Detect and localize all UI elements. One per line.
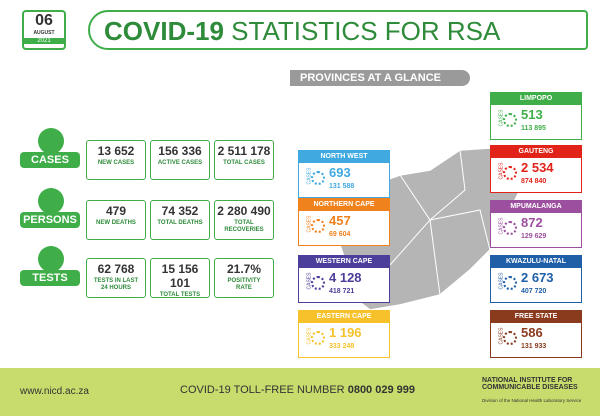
org-name: NATIONAL INSTITUTE FOR COMMUNICABLE DISE… [482,377,578,391]
province-icon [503,276,517,290]
province-total: 131 933 [521,343,547,350]
stat-value: 2 511 178 [217,144,271,158]
stat-label: TOTAL DEATHS [157,220,203,226]
province-name: FREE STATE [491,311,581,323]
stat-value: 15 156 101 [161,262,199,290]
footer: www.nicd.ac.za COVID-19 TOLL-FREE NUMBER… [0,368,600,416]
province-new: 513 [521,107,543,122]
province-total: 129 629 [521,233,547,240]
province-icon [311,331,325,345]
stat-box: 74 352 TOTAL DEATHS [150,200,210,240]
province-icon [311,219,325,233]
title-main: COVID-19 [104,16,224,46]
stat-value: 156 336 [158,144,202,158]
province-total: 874 840 [521,178,547,185]
province-total: 333 248 [329,343,355,350]
stat-value: 21.7% [226,262,262,276]
stat-label: ACTIVE CASES [157,160,203,166]
province-name: LIMPOPO [491,93,581,105]
province-new: 457 [329,213,351,228]
stat-box: 21.7% POSITIVITY RATE [214,258,274,298]
province-box: KWAZULU-NATAL CASES 2 673 407 720 [490,255,582,303]
province-total: 418 721 [329,288,355,295]
provinces-header: PROVINCES AT A GLANCE [290,70,470,86]
province-new: 872 [521,215,543,230]
province-box: MPUMALANGA CASES 872 129 629 [490,200,582,248]
province-icon [503,221,517,235]
date-year: 2021 [24,38,64,44]
province-name: WESTERN CAPE [299,256,389,268]
title-rest: STATISTICS FOR RSA [231,16,501,46]
stat-box: 479 NEW DEATHS [86,200,146,240]
province-box: FREE STATE CASES 586 131 933 [490,310,582,358]
province-icon [503,331,517,345]
tollfree-number: 0800 029 999 [347,384,415,396]
stat-label: TOTAL CASES [223,160,265,166]
province-new: 4 128 [329,270,362,285]
province-box: LIMPOPO CASES 513 113 895 [490,92,582,140]
stat-value: 479 [105,204,127,218]
province-name: KWAZULU-NATAL [491,256,581,268]
section-label: CASES [20,152,80,168]
province-total: 113 895 [521,125,546,132]
province-name: GAUTENG [491,146,581,158]
title-box: COVID-19 STATISTICS FOR RSA [88,10,588,50]
province-new: 2 673 [521,270,554,285]
tollfree-label: COVID-19 TOLL-FREE NUMBER [180,384,345,396]
province-box: WESTERN CAPE CASES 4 128 418 721 [298,255,390,303]
stat-box: 2 511 178 TOTAL CASES [214,140,274,180]
province-box: EASTERN CAPE CASES 1 196 333 248 [298,310,390,358]
map-borders [389,149,491,296]
stat-value: 2 280 490 [217,204,271,218]
section-icon [38,128,64,154]
stat-label: NEW DEATHS [96,220,136,226]
stat-label: TOTAL TESTS [159,292,201,298]
stat-box: 156 336 ACTIVE CASES [150,140,210,180]
province-name: MPUMALANGA [491,201,581,213]
province-total: 69 604 [329,231,351,238]
date-day: 06 [35,12,53,29]
province-icon [503,113,517,127]
province-new: 1 196 [329,325,362,340]
stat-value: 74 352 [161,204,199,218]
section-icon [38,246,64,272]
province-name: NORTH WEST [299,151,389,163]
section-icon [38,188,64,214]
stat-label: TOTAL RECOVERIES [224,220,264,233]
province-icon [311,171,325,185]
section-label: PERSONS [20,212,80,228]
province-box: NORTHERN CAPE CASES 457 69 604 [298,198,390,246]
stat-label: POSITIVITY RATE [227,278,261,291]
stat-box: 62 768 TESTS IN LAST 24 HOURS [86,258,146,298]
province-box: GAUTENG CASES 2 534 874 840 [490,145,582,193]
stat-label: NEW CASES [97,160,135,166]
province-new: 2 534 [521,160,554,175]
province-name: NORTHERN CAPE [299,199,389,211]
stat-label: TESTS IN LAST 24 HOURS [93,278,139,291]
stat-value: 62 768 [97,262,135,276]
section-label: TESTS [20,270,80,286]
stat-box: 15 156 101 TOTAL TESTS [150,258,210,298]
stat-box: 13 652 NEW CASES [86,140,146,180]
tollfree: COVID-19 TOLL-FREE NUMBER 0800 029 999 [180,384,415,396]
province-icon [503,166,517,180]
date-month: AUGUST [33,30,55,36]
stat-value: 13 652 [97,144,135,158]
province-new: 693 [329,165,351,180]
province-total: 407 720 [521,288,547,295]
date-box: 06 AUGUST 2021 [22,10,66,50]
stat-box: 2 280 490 TOTAL RECOVERIES [214,200,274,240]
province-box: NORTH WEST CASES 693 131 588 [298,150,390,198]
province-icon [311,276,325,290]
website[interactable]: www.nicd.ac.za [20,386,89,397]
province-name: EASTERN CAPE [299,311,389,323]
province-new: 586 [521,325,543,340]
org-sub: Division of the National Health Laborato… [482,398,582,403]
province-total: 131 588 [329,183,355,190]
